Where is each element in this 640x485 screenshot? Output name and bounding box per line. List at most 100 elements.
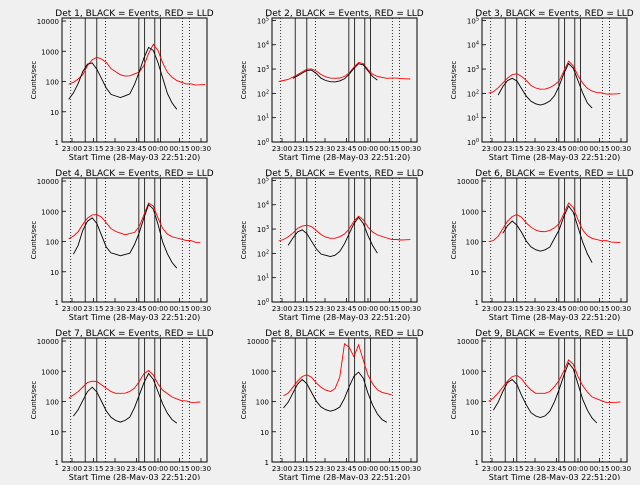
x-tick-label: 00:30 bbox=[401, 465, 421, 473]
y-axis-label: Counts/sec bbox=[450, 221, 458, 260]
lld-series-line bbox=[278, 215, 411, 242]
x-tick-label: 23:15 bbox=[293, 465, 313, 473]
x-axis-label: Start Time (28-May-03 22:51:20) bbox=[69, 473, 200, 480]
y-axis-label: Counts/sec bbox=[450, 381, 458, 420]
y-tick-label: 101 bbox=[257, 114, 269, 123]
x-tick-label: 00:15 bbox=[379, 305, 399, 313]
x-tick-label: 00:00 bbox=[148, 145, 168, 153]
panel-title: Det 9, BLACK = Events, RED = LLD bbox=[475, 329, 634, 339]
x-tick-label: 00:00 bbox=[568, 305, 588, 313]
events-series-line bbox=[68, 46, 178, 110]
panel-det-3: Det 3, BLACK = Events, RED = LLD 100 101 10… bbox=[450, 9, 634, 162]
y-tick-label: 10000 bbox=[457, 338, 479, 346]
x-tick-label: 23:30 bbox=[105, 145, 125, 153]
lld-series-line bbox=[278, 62, 411, 82]
y-tick-label: 103 bbox=[467, 65, 479, 74]
x-tick-label: 23:00 bbox=[482, 145, 502, 153]
plot-frame bbox=[271, 177, 418, 303]
x-tick-label: 23:00 bbox=[272, 305, 292, 313]
y-axis-label: Counts/sec bbox=[240, 221, 248, 260]
panel-title: Det 8, BLACK = Events, RED = LLD bbox=[265, 329, 424, 339]
plot-frame bbox=[271, 337, 418, 463]
x-tick-label: 23:45 bbox=[336, 465, 356, 473]
y-axis-label: Counts/sec bbox=[450, 61, 458, 100]
y-tick-label: 105 bbox=[257, 176, 269, 185]
panel-det-1: Det 1, BLACK = Events, RED = LLD 1 10 100 10… bbox=[30, 9, 214, 162]
x-tick-label: 23:00 bbox=[272, 145, 292, 153]
plot-frame bbox=[481, 177, 628, 303]
x-axis-label: Start Time (28-May-03 22:51:20) bbox=[489, 313, 620, 322]
x-tick-label: 23:45 bbox=[126, 465, 146, 473]
x-tick-label: 00:00 bbox=[358, 465, 378, 473]
y-tick-label: 103 bbox=[257, 225, 269, 234]
x-tick-label: 23:15 bbox=[293, 145, 313, 153]
y-tick-label: 10 bbox=[50, 269, 59, 277]
x-tick-label: 00:30 bbox=[401, 305, 421, 313]
x-tick-label: 23:30 bbox=[105, 465, 125, 473]
x-tick-label: 23:15 bbox=[293, 305, 313, 313]
y-tick-label: 1000 bbox=[41, 208, 59, 216]
x-tick-label: 00:00 bbox=[358, 305, 378, 313]
y-tick-label: 100 bbox=[46, 79, 59, 87]
y-tick-label: 101 bbox=[257, 274, 269, 283]
x-tick-label: 23:45 bbox=[546, 145, 566, 153]
y-tick-label: 100 bbox=[467, 138, 479, 147]
x-axis-label: Start Time (28-May-03 22:51:20) bbox=[489, 473, 620, 480]
y-tick-label: 10 bbox=[50, 429, 59, 437]
y-tick-label: 10000 bbox=[37, 178, 59, 186]
plot-frame bbox=[61, 337, 208, 463]
panel-title: Det 5, BLACK = Events, RED = LLD bbox=[265, 169, 424, 179]
x-tick-label: 23:45 bbox=[126, 305, 146, 313]
y-axis-label: Counts/sec bbox=[30, 221, 38, 260]
x-tick-label: 00:00 bbox=[568, 145, 588, 153]
y-tick-label: 10 bbox=[470, 429, 479, 437]
x-tick-label: 23:15 bbox=[83, 465, 103, 473]
y-tick-label: 10000 bbox=[457, 178, 479, 186]
x-tick-label: 00:00 bbox=[568, 465, 588, 473]
x-tick-label: 23:00 bbox=[62, 305, 82, 313]
x-tick-label: 23:00 bbox=[62, 465, 82, 473]
y-tick-label: 100 bbox=[257, 298, 269, 307]
x-tick-label: 00:00 bbox=[148, 305, 168, 313]
y-tick-label: 102 bbox=[257, 249, 269, 258]
x-axis-label: Start Time (28-May-03 22:51:20) bbox=[279, 153, 410, 162]
x-tick-label: 00:15 bbox=[379, 145, 399, 153]
plot-frame bbox=[61, 17, 208, 143]
y-tick-label: 101 bbox=[467, 114, 479, 123]
x-tick-label: 23:30 bbox=[105, 305, 125, 313]
events-series-line bbox=[283, 371, 388, 423]
y-tick-label: 100 bbox=[256, 399, 269, 407]
panel-title: Det 4, BLACK = Events, RED = LLD bbox=[55, 169, 214, 179]
y-tick-label: 10 bbox=[470, 269, 479, 277]
panel-det-4: Det 4, BLACK = Events, RED = LLD 1 10 100 10… bbox=[30, 169, 214, 322]
x-tick-label: 23:30 bbox=[315, 145, 335, 153]
x-tick-label: 23:30 bbox=[525, 305, 545, 313]
x-axis-label: Start Time (28-May-03 22:51:20) bbox=[489, 153, 620, 162]
y-tick-label: 10000 bbox=[247, 338, 269, 346]
y-tick-label: 10000 bbox=[37, 338, 59, 346]
panel-title: Det 2, BLACK = Events, RED = LLD bbox=[265, 9, 424, 19]
y-tick-label: 1 bbox=[55, 139, 59, 147]
lld-series-line bbox=[488, 359, 621, 403]
y-tick-label: 1000 bbox=[251, 368, 269, 376]
y-tick-label: 102 bbox=[257, 89, 269, 98]
x-tick-label: 23:00 bbox=[272, 465, 292, 473]
lld-series-line bbox=[68, 43, 206, 86]
panel-title: Det 7, BLACK = Events, RED = LLD bbox=[55, 329, 214, 339]
y-tick-label: 100 bbox=[257, 138, 269, 147]
x-tick-label: 00:30 bbox=[401, 145, 421, 153]
plot-frame bbox=[481, 337, 628, 463]
y-tick-label: 100 bbox=[466, 239, 479, 247]
lld-series-line bbox=[488, 202, 621, 244]
x-axis-label: Start Time (28-May-03 22:51:20) bbox=[279, 473, 410, 480]
x-tick-label: 23:30 bbox=[525, 465, 545, 473]
y-tick-label: 103 bbox=[257, 65, 269, 74]
lld-series-line bbox=[488, 60, 621, 95]
panel-det-5: Det 5, BLACK = Events, RED = LLD 100 101 10… bbox=[240, 169, 424, 322]
y-tick-label: 1 bbox=[55, 459, 59, 467]
lld-series-line bbox=[68, 202, 201, 244]
x-axis-label: Start Time (28-May-03 22:51:20) bbox=[69, 313, 200, 322]
x-tick-label: 00:30 bbox=[191, 465, 211, 473]
x-tick-label: 23:00 bbox=[482, 465, 502, 473]
